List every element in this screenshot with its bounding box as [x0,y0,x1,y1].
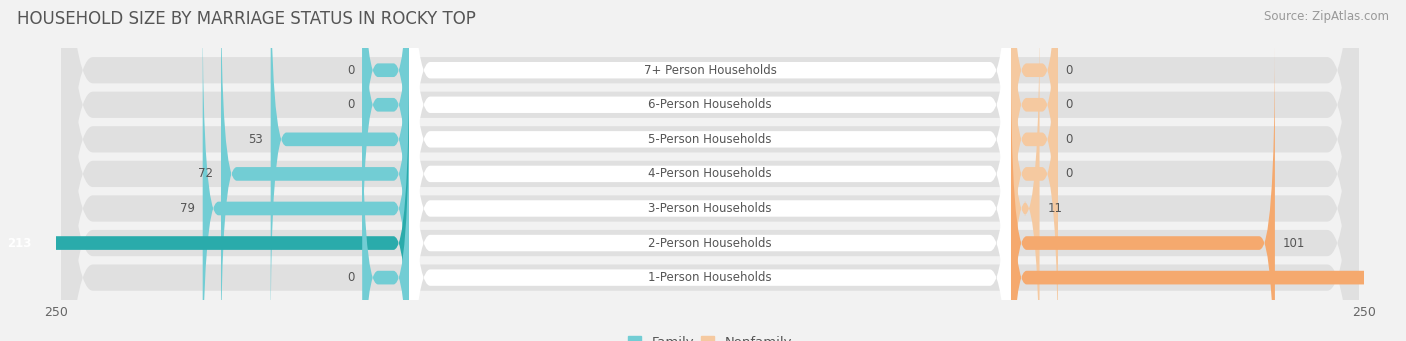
FancyBboxPatch shape [1011,0,1057,305]
FancyBboxPatch shape [1011,0,1057,271]
Text: 2-Person Households: 2-Person Households [648,237,772,250]
Legend: Family, Nonfamily: Family, Nonfamily [628,336,792,341]
FancyBboxPatch shape [409,0,1011,341]
FancyBboxPatch shape [202,8,409,341]
Text: 4-Person Households: 4-Person Households [648,167,772,180]
FancyBboxPatch shape [1011,0,1057,341]
Text: 11: 11 [1047,202,1063,215]
Text: 0: 0 [1066,98,1073,111]
FancyBboxPatch shape [409,0,1011,341]
FancyBboxPatch shape [1011,43,1275,341]
FancyBboxPatch shape [62,0,1358,341]
Text: 53: 53 [247,133,263,146]
Text: 1-Person Households: 1-Person Households [648,271,772,284]
Text: 0: 0 [1066,133,1073,146]
FancyBboxPatch shape [409,0,1011,341]
FancyBboxPatch shape [1011,0,1057,340]
FancyBboxPatch shape [0,43,409,341]
FancyBboxPatch shape [1011,77,1406,341]
FancyBboxPatch shape [62,0,1358,341]
Text: HOUSEHOLD SIZE BY MARRIAGE STATUS IN ROCKY TOP: HOUSEHOLD SIZE BY MARRIAGE STATUS IN ROC… [17,10,475,28]
FancyBboxPatch shape [221,0,409,341]
FancyBboxPatch shape [271,0,409,340]
Text: 5-Person Households: 5-Person Households [648,133,772,146]
FancyBboxPatch shape [409,9,1011,341]
Text: 7+ Person Households: 7+ Person Households [644,64,776,77]
FancyBboxPatch shape [409,0,1011,341]
FancyBboxPatch shape [363,0,409,305]
Text: 0: 0 [1066,167,1073,180]
FancyBboxPatch shape [62,0,1358,341]
Text: 6-Person Households: 6-Person Households [648,98,772,111]
Text: 0: 0 [347,98,354,111]
Text: 0: 0 [347,271,354,284]
Text: 3-Person Households: 3-Person Households [648,202,772,215]
Text: 79: 79 [180,202,195,215]
FancyBboxPatch shape [1011,8,1039,341]
Text: 213: 213 [7,237,31,250]
FancyBboxPatch shape [363,0,409,271]
FancyBboxPatch shape [363,77,409,341]
FancyBboxPatch shape [62,0,1358,341]
FancyBboxPatch shape [62,0,1358,341]
Text: 101: 101 [1282,237,1305,250]
Text: 0: 0 [347,64,354,77]
FancyBboxPatch shape [409,0,1011,339]
Text: 72: 72 [198,167,214,180]
FancyBboxPatch shape [62,0,1358,341]
FancyBboxPatch shape [62,0,1358,341]
FancyBboxPatch shape [409,0,1011,341]
Text: Source: ZipAtlas.com: Source: ZipAtlas.com [1264,10,1389,23]
Text: 0: 0 [1066,64,1073,77]
